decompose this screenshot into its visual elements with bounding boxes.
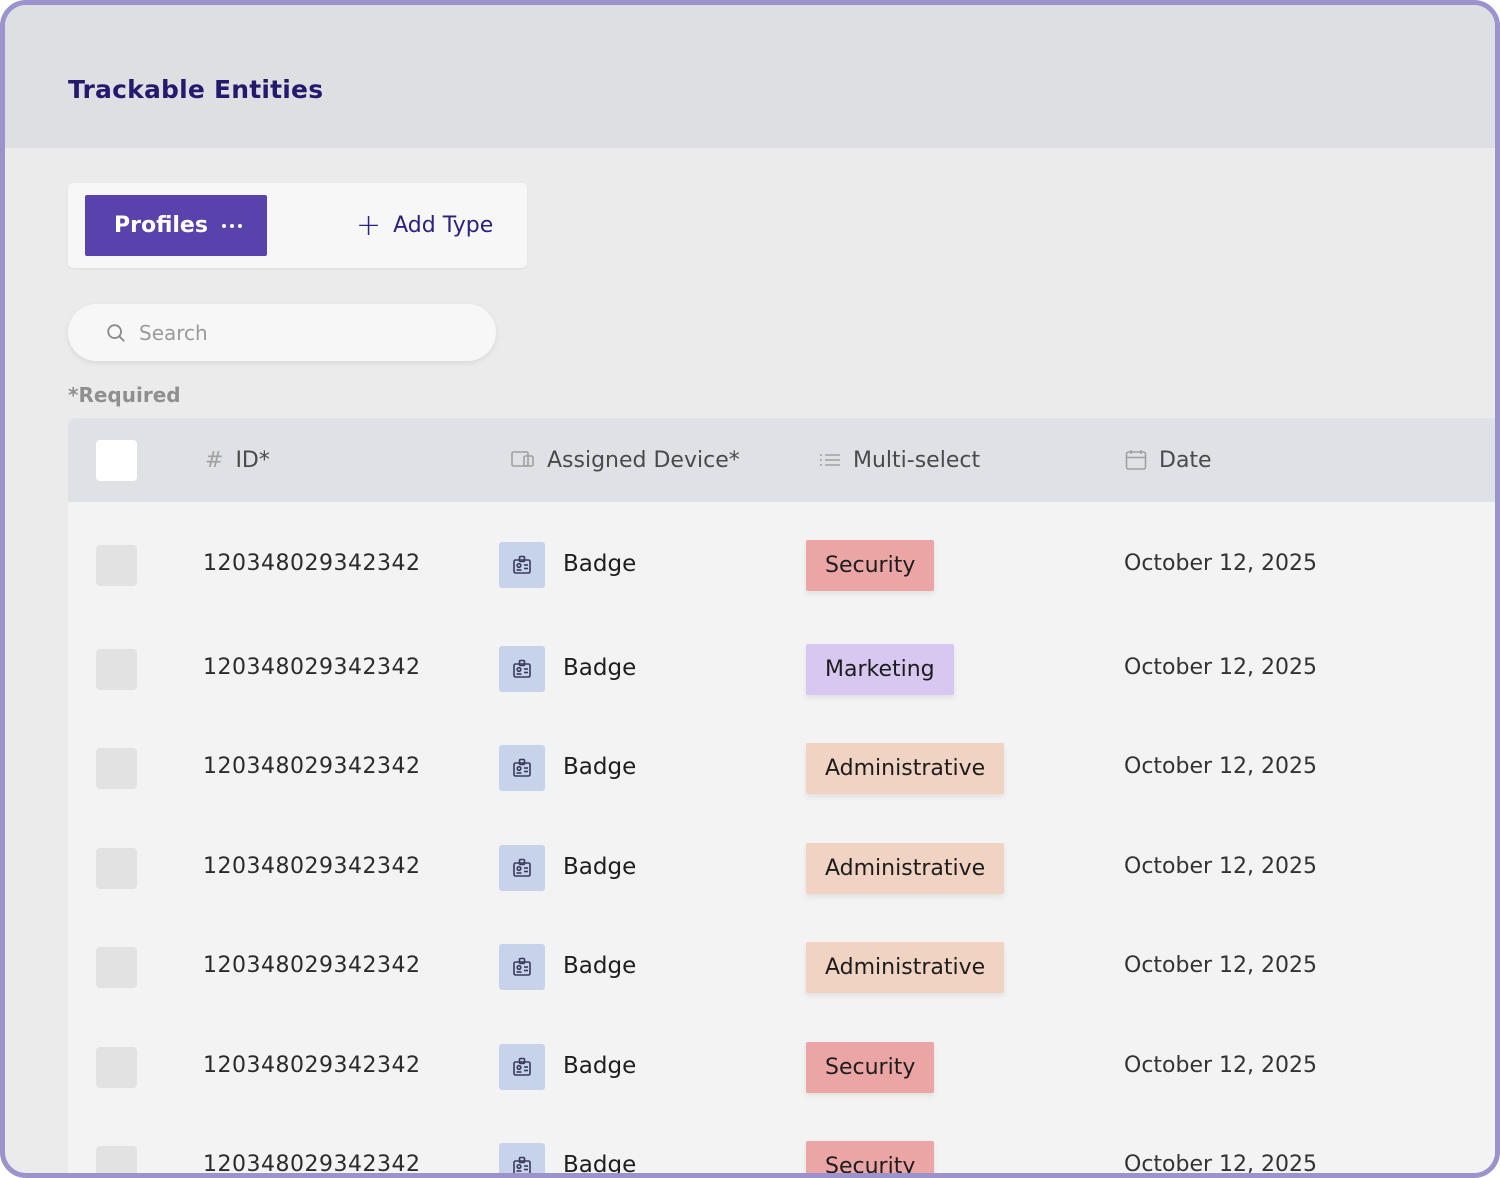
calendar-icon (1125, 449, 1147, 471)
row-tag[interactable]: Administrative (806, 743, 1005, 794)
row-checkbox[interactable] (96, 947, 137, 988)
row-date: October 12, 2025 (1124, 655, 1318, 680)
search-icon (107, 323, 125, 342)
row-id: 120348029342342 (203, 655, 421, 680)
table-row[interactable]: 120348029342342 Badge Security October 12, … (68, 1017, 1495, 1117)
row-device: Badge (563, 953, 637, 979)
row-date: October 12, 2025 (1124, 551, 1318, 576)
required-note: *Required (68, 383, 181, 407)
row-checkbox[interactable] (96, 748, 137, 789)
column-device-label: Assigned Device* (547, 447, 740, 473)
badge-icon (499, 745, 545, 791)
column-header-id[interactable]: # ID* (205, 418, 270, 502)
column-header-device[interactable]: Assigned Device* (511, 418, 740, 502)
row-tag[interactable]: Security (806, 1042, 935, 1093)
row-tag[interactable]: Security (806, 540, 935, 591)
row-device: Badge (563, 551, 637, 577)
row-checkbox[interactable] (96, 848, 137, 889)
type-tabs: Profiles + Add Type (68, 183, 527, 268)
row-checkbox[interactable] (96, 1047, 137, 1088)
plus-icon: + (356, 207, 382, 243)
search-input[interactable]: Search (68, 304, 496, 361)
row-date: October 12, 2025 (1124, 953, 1318, 978)
row-date: October 12, 2025 (1124, 854, 1318, 879)
header-bar: Trackable Entities (5, 5, 1495, 148)
tab-profiles[interactable]: Profiles (85, 195, 267, 256)
table-row[interactable]: 120348029342342 Badge Security October 12, … (68, 1116, 1495, 1178)
device-icon (511, 450, 535, 470)
tab-profiles-label: Profiles (114, 213, 208, 238)
entities-table: # ID* Assigned Device* (68, 418, 1495, 1178)
badge-icon (499, 646, 545, 692)
column-header-date[interactable]: Date (1125, 418, 1212, 502)
column-header-multiselect[interactable]: Multi-select (819, 418, 980, 502)
row-tag[interactable]: Administrative (806, 942, 1005, 993)
row-id: 120348029342342 (203, 854, 421, 879)
row-date: October 12, 2025 (1124, 1053, 1318, 1078)
row-date: October 12, 2025 (1124, 1152, 1318, 1177)
row-device: Badge (563, 754, 637, 780)
row-id: 120348029342342 (203, 754, 421, 779)
add-type-label: Add Type (393, 213, 494, 238)
more-options-icon[interactable] (221, 223, 242, 228)
badge-icon (499, 1143, 545, 1173)
page-title: Trackable Entities (68, 75, 324, 104)
row-checkbox[interactable] (96, 649, 137, 690)
table-row[interactable]: 120348029342342 Badge Administrative Octobe… (68, 718, 1495, 818)
search-placeholder: Search (139, 320, 208, 345)
row-device: Badge (563, 854, 637, 880)
row-tag[interactable]: Administrative (806, 843, 1005, 894)
row-device: Badge (563, 1152, 637, 1178)
table-row[interactable]: 120348029342342 Badge Marketing October 12,… (68, 619, 1495, 719)
row-date: October 12, 2025 (1124, 754, 1318, 779)
column-id-label: ID* (235, 447, 270, 473)
row-checkbox[interactable] (96, 545, 137, 586)
row-device: Badge (563, 655, 637, 681)
badge-icon (499, 845, 545, 891)
select-all-checkbox[interactable] (96, 440, 137, 481)
row-tag[interactable]: Security (806, 1141, 935, 1173)
row-id: 120348029342342 (203, 1152, 421, 1177)
row-id: 120348029342342 (203, 953, 421, 978)
column-multiselect-label: Multi-select (853, 447, 981, 473)
hash-icon: # (205, 447, 224, 473)
badge-icon (499, 1044, 545, 1090)
row-id: 120348029342342 (203, 551, 421, 576)
row-id: 120348029342342 (203, 1053, 421, 1078)
add-type-button[interactable]: + Add Type (356, 195, 493, 256)
table-row[interactable]: 120348029342342 Badge Administrative Octobe… (68, 917, 1495, 1017)
badge-icon (499, 542, 545, 588)
table-header: # ID* Assigned Device* (68, 418, 1495, 502)
table-row[interactable]: 120348029342342 Badge Administrative Octobe… (68, 818, 1495, 918)
badge-icon (499, 944, 545, 990)
list-icon (819, 452, 841, 468)
column-date-label: Date (1159, 447, 1212, 473)
row-device: Badge (563, 1053, 637, 1079)
table-row[interactable]: 120348029342342 Badge Security October 12, … (68, 515, 1495, 615)
row-tag[interactable]: Marketing (806, 644, 954, 695)
row-checkbox[interactable] (96, 1146, 137, 1173)
